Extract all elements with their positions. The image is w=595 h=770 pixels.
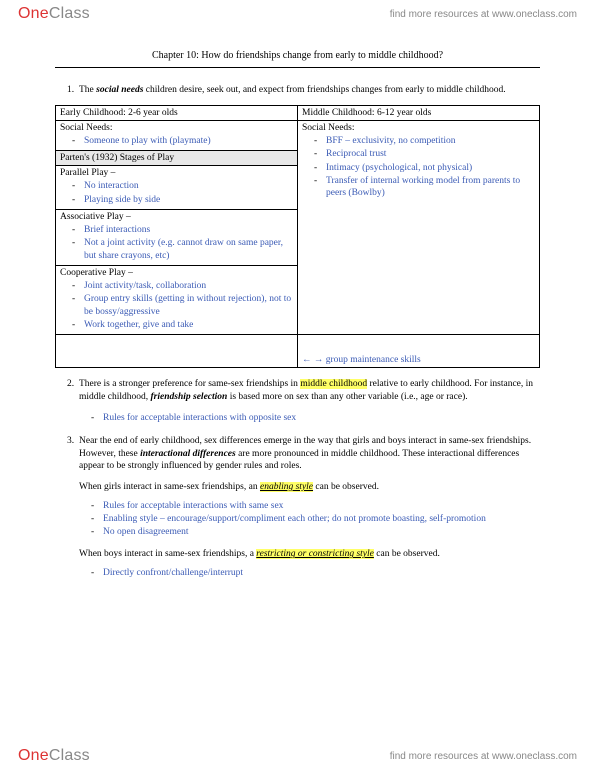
footer-logo: OneClass [18,747,90,765]
cell-blank [56,335,298,368]
p1-pre: The [79,85,96,95]
boys-hl: restricting or constricting style [256,549,374,559]
girls-bullets: Rules for acceptable interactions with s… [55,500,540,538]
comparison-table: Early Childhood: 2-6 year olds Middle Ch… [55,105,540,368]
list-item: Not a joint activity (e.g. cannot draw o… [84,237,293,262]
sn-label-middle: Social Needs: [302,123,535,133]
p2-term: friendship selection [151,392,228,402]
sn-label-early: Social Needs: [60,123,293,133]
list-item: Work together, give and take [84,319,293,331]
cp-list: Joint activity/task, collaboration Group… [60,280,293,331]
footer-tagline: find more resources at www.oneclass.com [390,751,577,762]
girls-para: When girls interact in same-sex friendsh… [79,481,540,494]
girls-hl: enabling style [260,482,313,492]
list-item: Joint activity/task, collaboration [84,280,293,292]
logo: OneClass [18,5,90,23]
boys-bullets: Directly confront/challenge/interrupt [55,567,540,580]
header: OneClass find more resources at www.onec… [0,0,595,28]
point-2: 2.There is a stronger preference for sam… [67,378,540,404]
logo-class: Class [49,5,90,22]
parten-header: Parten's (1932) Stages of Play [56,151,298,166]
chapter-title: Chapter 10: How do friendships change fr… [55,50,540,61]
p2-hl: middle childhood [300,379,367,389]
list-item: Rules for acceptable interactions with s… [103,500,540,513]
list-item: Directly confront/challenge/interrupt [103,567,540,580]
p2-a: There is a stronger preference for same-… [79,379,300,389]
ap-list: Brief interactions Not a joint activity … [60,224,293,262]
cell-middle-sn: Social Needs: BFF – exclusivity, no comp… [298,120,540,334]
list-item: No open disagreement [103,526,540,539]
list-item: Rules for acceptable interactions with o… [103,412,540,425]
cell-early-sn: Social Needs: Someone to play with (play… [56,120,298,150]
p2-bullets: Rules for acceptable interactions with o… [55,412,540,425]
point-3: 3.Near the end of early childhood, sex d… [67,435,540,473]
girls-b: can be observed. [313,482,379,492]
footer-logo-one: One [18,747,49,764]
logo-one: One [18,5,49,22]
list-item: Reciprocal trust [326,148,535,160]
boys-para: When boys interact in same-sex friendshi… [79,548,540,561]
list-item: Enabling style – encourage/support/compl… [103,513,540,526]
list-item: BFF – exclusivity, no competition [326,135,535,147]
title-rule [55,67,540,68]
col-middle-header: Middle Childhood: 6-12 year olds [298,105,540,120]
list-item: Transfer of internal working model from … [326,175,535,200]
list-item: Someone to play with (playmate) [84,135,293,147]
middle-sn-list: BFF – exclusivity, no competition Recipr… [302,135,535,200]
list-item: Group entry skills (getting in without r… [84,293,293,318]
list-item: Playing side by side [84,194,293,206]
cell-associative-play: Associative Play – Brief interactions No… [56,209,298,265]
header-tagline: find more resources at www.oneclass.com [390,9,577,20]
p1-post: children desire, seek out, and expect fr… [143,85,505,95]
footer-logo-class: Class [49,747,90,764]
early-sn-list: Someone to play with (playmate) [60,135,293,147]
page-content: Chapter 10: How do friendships change fr… [55,32,540,738]
ap-label: Associative Play – [60,212,293,222]
girls-a: When girls interact in same-sex friendsh… [79,482,260,492]
boys-b: can be observed. [374,549,440,559]
p2-c: is based more on sex than any other vari… [227,392,467,402]
list-item: No interaction [84,180,293,192]
point-1: 1.The social needs children desire, seek… [67,84,540,97]
point-2-num: 2. [67,378,79,391]
point-3-num: 3. [67,435,79,448]
pp-list: No interaction Playing side by side [60,180,293,206]
list-item: Brief interactions [84,224,293,236]
p3-term: interactional differences [140,449,236,459]
pp-label: Parallel Play – [60,168,293,178]
col-early-header: Early Childhood: 2-6 year olds [56,105,298,120]
list-item: Intimacy (psychological, not physical) [326,162,535,174]
cell-parallel-play: Parallel Play – No interaction Playing s… [56,166,298,210]
p1-term: social needs [96,85,143,95]
point-1-num: 1. [67,84,79,97]
boys-a: When boys interact in same-sex friendshi… [79,549,256,559]
footer: OneClass find more resources at www.onec… [0,742,595,770]
cell-arrow: ← → group maintenance skills [298,335,540,368]
cell-cooperative-play: Cooperative Play – Joint activity/task, … [56,265,298,334]
cp-label: Cooperative Play – [60,268,293,278]
